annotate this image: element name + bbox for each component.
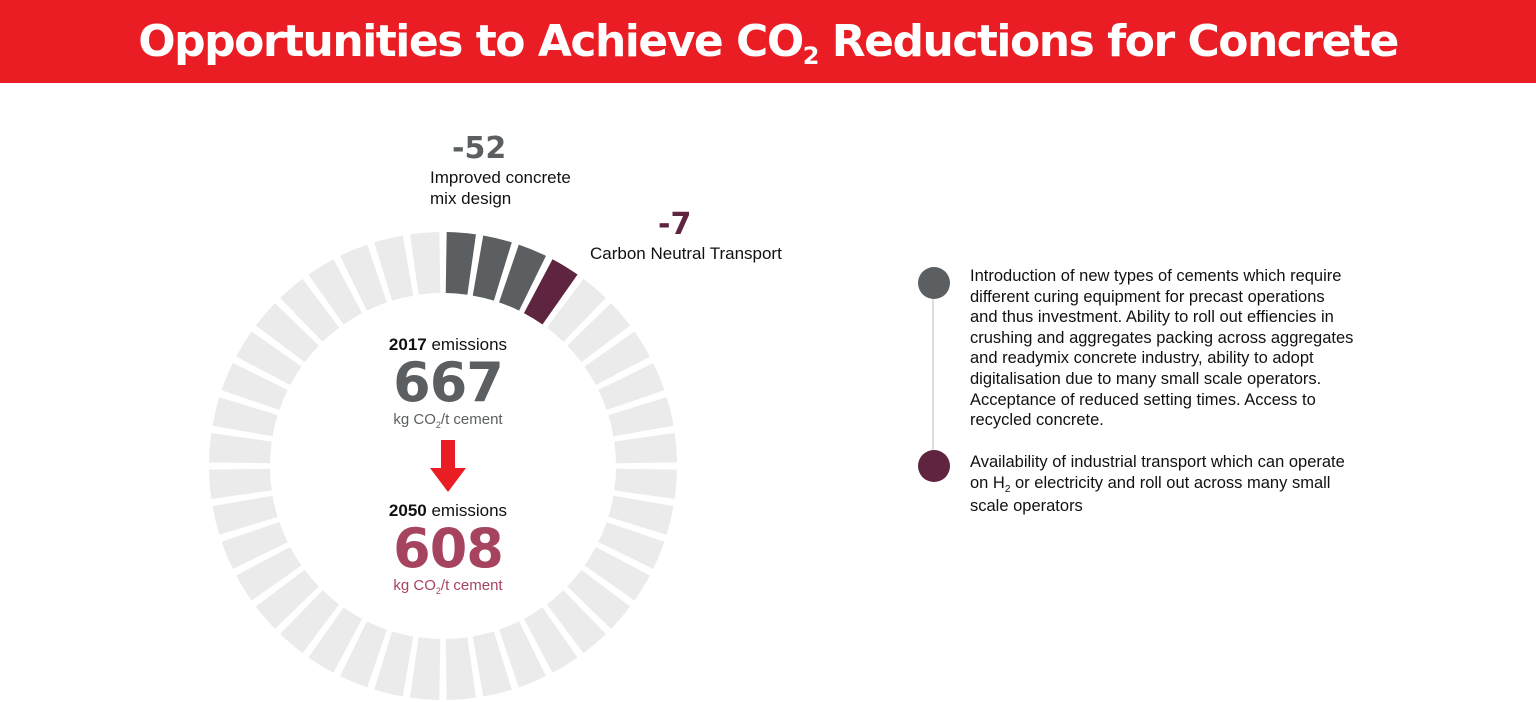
ring-segment [340,621,387,688]
emissions-2017-unit: kg CO2/t cement [343,411,553,430]
transport-description: Availability of industrial transport whi… [970,452,1355,517]
ring-segment-mix-design [499,244,546,311]
year-2017: 2017 [388,335,427,354]
ring-segment [209,433,272,464]
unit-2050-post: /t cement [440,577,503,594]
ring-segment-mix-design [472,235,512,301]
ring-segment [584,546,650,601]
emissions-2017-value: 667 [393,351,504,414]
unit-2050-pre: kg CO [393,577,436,594]
mix-design-label-line2: mix design [430,189,512,208]
unit-2017-sub: 2 [435,420,441,430]
ring-segment [410,232,441,295]
unit-2017-pre: kg CO [393,411,436,428]
ring-segment [221,522,288,569]
title-text-start: Opportunities to Achieve CO [138,16,804,67]
ring-segment [598,522,665,569]
mix-design-label: Improved concrete mix design [430,167,571,209]
ring-segment [614,433,677,464]
ring-segment [614,468,677,499]
ring-segment [374,631,414,697]
emissions-2050-suffix: emissions [426,501,508,520]
timeline-connector [932,284,934,466]
ring-segment [212,397,278,437]
transport-marker-icon [918,450,950,482]
transport-label: Carbon Neutral Transport [590,244,782,263]
emissions-2017-block: 2017 emissions 667 kg CO2/t cement [343,335,553,430]
mix-design-marker-icon [918,267,950,299]
unit-2017-post: /t cement [440,411,503,428]
ring-segment [567,569,631,629]
emissions-2050-unit: kg CO2/t cement [343,577,553,596]
ring-segment [255,569,319,629]
ring-segment [308,259,363,325]
ring-segment [567,303,631,363]
transport-value: -7 [658,207,692,242]
transport-text-post: or electricity and roll out across many … [970,473,1331,516]
title-banner: Opportunities to Achieve CO2 Reductions … [0,0,1536,83]
emissions-2017-suffix: emissions [426,335,508,354]
ring-segment [236,546,302,601]
ring-segment [410,637,441,700]
year-2050: 2050 [388,501,427,520]
ring-segment [598,363,665,410]
unit-2050-sub: 2 [435,586,441,596]
transport-text-pre: Availability of industrial transport whi… [970,453,1345,492]
mix-design-description: Introduction of new types of cements whi… [970,267,1354,430]
ring-segment [280,278,340,342]
ring-segment [608,495,674,535]
emissions-2050-block: 2050 emissions 608 kg CO2/t cement [343,501,553,596]
ring-segment [584,331,650,386]
mix-design-value: -52 [452,131,507,166]
emissions-2050-heading: 2050 emissions [343,501,553,521]
ring-segment [546,590,606,654]
mix-design-label-line1: Improved concrete [430,168,571,187]
ring-segment-transport [523,259,578,325]
ring-segment [546,278,606,342]
ring-segment [209,468,272,499]
ring-segment [499,621,546,688]
ring-segment [374,235,414,301]
ring-segment [608,397,674,437]
transport-text-sub: 2 [1004,483,1011,495]
ring-segment [445,637,476,700]
ring-segment [212,495,278,535]
emissions-2050-value: 608 [393,517,504,580]
ring-segment [221,363,288,410]
title-subscript: 2 [802,42,820,70]
emissions-2017-heading: 2017 emissions [343,335,553,355]
ring-segment [280,590,340,654]
ring-segment-mix-design [445,232,476,295]
ring-segment [236,331,302,386]
down-arrow-icon [430,440,466,492]
title-text-end: Reductions for Concrete [817,16,1400,67]
ring-segment [472,631,512,697]
ring-segment [340,244,387,311]
ring-segment [255,303,319,363]
ring-segment [523,607,578,673]
ring-segment [308,607,363,673]
page-title: Opportunities to Achieve CO2 Reductions … [138,16,1400,70]
